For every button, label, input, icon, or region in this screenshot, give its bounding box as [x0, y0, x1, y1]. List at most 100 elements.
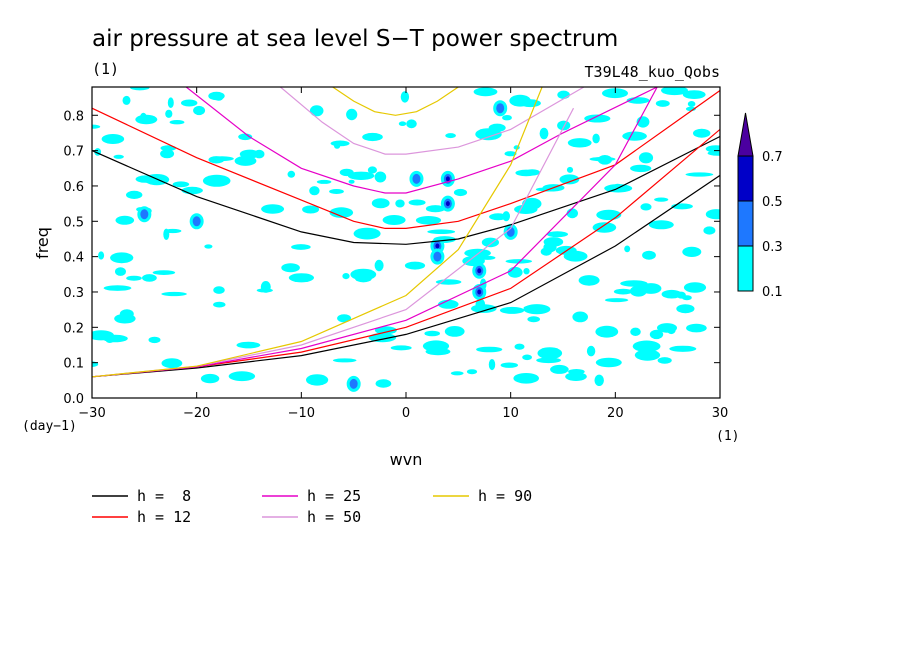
shade-patch [630, 327, 641, 336]
curve-series-0-branch-0 [92, 135, 720, 245]
shade-patch [288, 273, 314, 283]
shade-patch [200, 373, 220, 384]
shade-patch [500, 362, 518, 368]
shade-patch [119, 309, 134, 319]
shade-patch [234, 155, 257, 166]
shade-patch [632, 340, 661, 353]
shade-patch [167, 97, 174, 108]
shade-patch [559, 174, 580, 185]
legend: h = 8 h = 12 h = 25 h = 50 h = 90 [92, 487, 532, 526]
shade-patch [261, 204, 285, 214]
shade-patch [287, 170, 296, 178]
colorbar-label: 0.1 [762, 285, 783, 300]
shade-patch [435, 279, 462, 285]
x-tick-label: 20 [607, 406, 624, 421]
shade-patch [130, 87, 150, 91]
shade-patch [374, 171, 387, 183]
shade-patch [291, 244, 311, 250]
shade-patch [374, 326, 397, 335]
shade-patch [676, 291, 686, 299]
colorbar-label: 0.3 [762, 240, 783, 255]
shade-patch [101, 134, 125, 144]
y-unit-label: (day−1) [22, 419, 77, 434]
legend-label: h = 50 [307, 508, 361, 526]
shade-patch [595, 325, 619, 338]
shade-patch [135, 175, 156, 183]
shade-patch [687, 101, 696, 107]
shade-patch [161, 358, 183, 369]
shade-patch [404, 261, 426, 270]
shade-patch [622, 131, 647, 141]
colorbar-segment [737, 200, 754, 247]
shade-patch [481, 237, 499, 248]
shade-patch [572, 311, 588, 323]
shade-patch [208, 156, 225, 164]
shade-patch [654, 197, 669, 202]
shade-patch [566, 166, 574, 173]
shade-patch [435, 243, 440, 249]
shade-patch [473, 87, 498, 97]
shade-patch [450, 371, 464, 376]
shade-patch [400, 91, 410, 103]
y-tick-label: 0.6 [63, 180, 84, 195]
shade-patch [98, 251, 105, 260]
shade-patch [353, 227, 381, 240]
shade-patch [522, 197, 542, 210]
shade-patch [181, 99, 198, 107]
shade-patch [466, 369, 478, 375]
shade-patch [438, 299, 459, 309]
shade-patch [488, 359, 496, 371]
shade-patch [703, 226, 716, 235]
dispersion-curves [92, 87, 720, 378]
shade-patch [309, 105, 324, 117]
x-axis: −30 −20 −10 0 10 20 30 [78, 87, 728, 421]
y-axis-label: freq [33, 227, 52, 259]
shade-patch [496, 103, 505, 114]
shade-patch [536, 357, 561, 364]
shade-patch [477, 289, 482, 295]
shade-patch [148, 336, 161, 344]
shade-patch [524, 169, 540, 176]
shade-patch [539, 127, 549, 140]
shade-patch [685, 172, 714, 177]
curve-series-1-branch-0 [92, 90, 720, 229]
x-tick-label: −10 [288, 406, 315, 421]
shade-patch [565, 372, 587, 381]
shade-patch [161, 291, 187, 297]
shade-patch [260, 281, 271, 293]
shade-patch [213, 301, 226, 308]
shade-patch [523, 268, 530, 275]
colorbar-segment [737, 245, 754, 292]
shade-patch [329, 207, 354, 218]
y-tick-label: 0.0 [63, 392, 84, 407]
shade-patch [640, 283, 662, 294]
shade-patch [589, 156, 616, 162]
shade-patch [172, 181, 190, 188]
shade-patch [550, 364, 569, 374]
shade-patch [115, 215, 135, 225]
shade-patch [592, 133, 600, 144]
shade-patch [302, 205, 320, 214]
y-tick-label: 0.3 [63, 286, 84, 301]
shade-patch [479, 255, 496, 260]
shade-patch [693, 128, 711, 138]
shade-patch [398, 121, 407, 126]
shade-patch [103, 285, 132, 291]
subtitle-right: T39L48_kuo_Qobs [585, 63, 720, 81]
shade-patch [445, 133, 456, 139]
x-tick-label: 0 [402, 406, 410, 421]
shade-patch [204, 244, 213, 249]
shade-patch [350, 268, 377, 281]
shade-patch [193, 105, 206, 116]
shade-patch [346, 108, 358, 121]
shade-patch [165, 109, 173, 118]
shade-patch [445, 201, 450, 207]
shade-patch [643, 251, 653, 259]
colorbar-arrow [737, 112, 754, 157]
shade-patch [594, 374, 604, 386]
shade-patch [349, 378, 358, 389]
shade-patch [499, 306, 525, 314]
shade-patch [505, 259, 533, 264]
x-axis-label: wvn [390, 450, 423, 469]
shade-patch [578, 275, 600, 286]
